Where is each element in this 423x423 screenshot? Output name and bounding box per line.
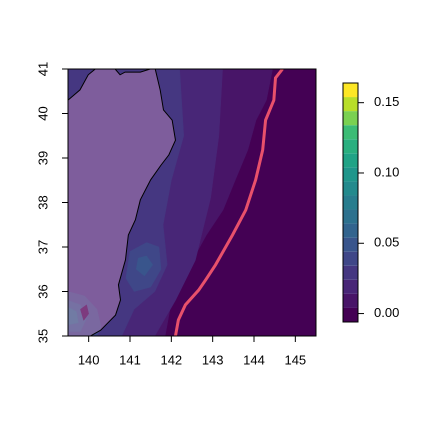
colorbar-swatch <box>343 279 358 294</box>
x-tick-label: 145 <box>284 352 306 367</box>
y-tick-label: 38 <box>35 195 50 209</box>
colorbar-swatch <box>343 111 358 126</box>
colorbar-swatch <box>343 139 358 154</box>
colorbar-swatch <box>343 83 358 98</box>
colorbar-swatch <box>343 97 358 112</box>
y-tick-label: 41 <box>35 62 50 76</box>
colorbar-swatch <box>343 265 358 280</box>
colorbar-swatch <box>343 293 358 308</box>
y-tick-label: 39 <box>35 151 50 165</box>
colorbar-swatch <box>343 181 358 196</box>
colorbar-swatch <box>343 307 358 322</box>
colorbar-tick-label: 0.00 <box>374 305 399 320</box>
x-tick-label: 142 <box>160 352 182 367</box>
colorbar-swatch <box>343 209 358 224</box>
land <box>68 69 176 336</box>
x-tick-label: 143 <box>202 352 224 367</box>
colorbar-tick-label: 0.05 <box>374 235 399 250</box>
x-tick-label: 140 <box>78 352 100 367</box>
y-tick-label: 36 <box>35 284 50 298</box>
colorbar-swatch <box>343 237 358 252</box>
colorbar-tick-label: 0.15 <box>374 94 399 109</box>
colorbar-frame <box>342 82 359 323</box>
y-tick-label: 35 <box>35 329 50 343</box>
colorbar-swatch <box>343 125 358 140</box>
colorbar-swatch <box>343 223 358 238</box>
colorbar-tick-label: 0.10 <box>374 164 399 179</box>
plot-area <box>68 69 316 336</box>
colorbar-swatch <box>343 251 358 266</box>
contour-band <box>80 304 89 321</box>
colorbar-swatch <box>343 195 358 210</box>
contour-band <box>68 306 79 326</box>
y-tick-label: 37 <box>35 240 50 254</box>
x-tick-label: 141 <box>119 352 141 367</box>
colorbar-swatch <box>343 153 358 168</box>
colorbar-swatch <box>343 167 358 182</box>
x-tick-label: 144 <box>243 352 265 367</box>
contour-band <box>135 255 154 277</box>
y-tick-label: 40 <box>35 106 50 120</box>
trench-line <box>173 69 284 336</box>
